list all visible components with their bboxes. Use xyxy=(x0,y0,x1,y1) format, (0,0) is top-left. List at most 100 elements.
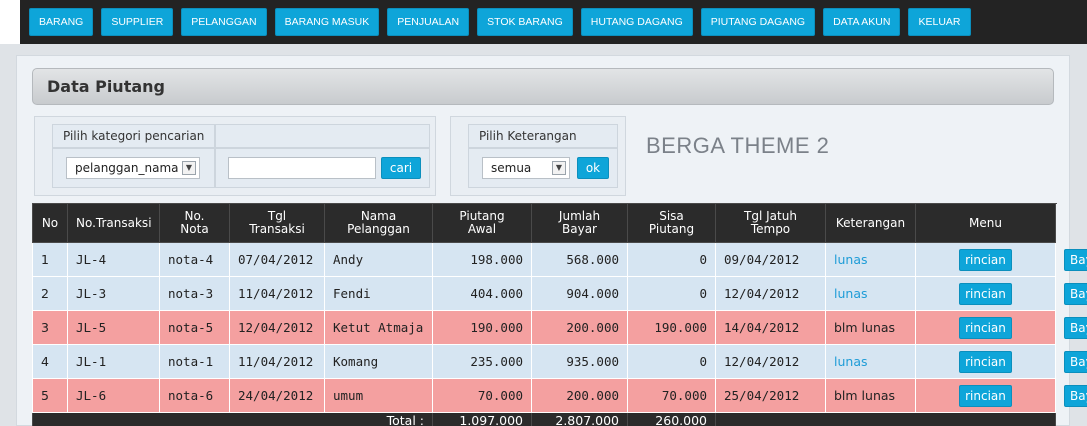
navbar-left-edge xyxy=(0,0,20,44)
table-row: 3 JL-5 nota-5 12/04/2012 Ketut Atmaja 190.000… xyxy=(32,310,1087,345)
chevron-down-icon: ▼ xyxy=(182,161,196,175)
cell-sisa-piutang: 0 xyxy=(627,276,716,311)
nav-pelanggan-button[interactable]: PELANGGAN xyxy=(181,8,267,36)
cell-no: 2 xyxy=(32,276,68,311)
nav-data-akun-button[interactable]: DATA AKUN xyxy=(823,8,901,36)
cell-sisa-piutang: 0 xyxy=(627,344,716,379)
cell-piutang-awal: 190.000 xyxy=(432,310,532,345)
piutang-table: No No.Transaksi No. Nota Tgl Transaksi Nama … xyxy=(32,203,1087,426)
category-label: Pilih kategori pencarian xyxy=(52,124,215,148)
cell-no: 4 xyxy=(32,344,68,379)
cell-jumlah-bayar: 935.000 xyxy=(531,344,628,379)
column-header: Keterangan xyxy=(825,203,916,243)
cell-nota: nota-6 xyxy=(159,378,230,413)
bayar-button[interactable]: Bayar xyxy=(1064,248,1087,271)
cell-transaksi: JL-4 xyxy=(67,242,160,277)
cell-keterangan: blm lunas xyxy=(825,378,916,413)
cell-nama: Fendi xyxy=(324,276,433,311)
cell-jatuh-tempo: 14/04/2012 xyxy=(715,310,826,345)
cell-nama: Ketut Atmaja xyxy=(324,310,433,345)
table-row: 1 JL-4 nota-4 07/04/2012 Andy 198.000 568.000 0… xyxy=(32,242,1087,277)
bayar-button[interactable]: Bayar xyxy=(1064,384,1087,407)
cell-tgl: 07/04/2012 xyxy=(229,242,325,277)
rincian-button[interactable]: rincian xyxy=(959,248,1012,271)
cell-sisa-piutang: 70.000 xyxy=(627,378,716,413)
cell-transaksi: JL-5 xyxy=(67,310,160,345)
keterangan-status: blm lunas xyxy=(834,388,896,403)
rincian-button[interactable]: rincian xyxy=(959,316,1012,339)
cell-keterangan: blm lunas xyxy=(825,310,916,345)
cell-piutang-awal: 404.000 xyxy=(432,276,532,311)
bayar-button[interactable]: Bayar xyxy=(1064,282,1087,305)
cell-sisa-piutang: 190.000 xyxy=(627,310,716,345)
bayar-button[interactable]: Bayar xyxy=(1064,316,1087,339)
cell-jumlah-bayar: 904.000 xyxy=(531,276,628,311)
cell-jatuh-tempo: 12/04/2012 xyxy=(715,276,826,311)
column-header: No. Nota xyxy=(159,203,230,243)
cell-jatuh-tempo: 09/04/2012 xyxy=(715,242,826,277)
page-title: Data Piutang xyxy=(47,77,165,96)
category-select[interactable]: pelanggan_nama ▼ xyxy=(66,157,200,179)
cell-no: 3 xyxy=(32,310,68,345)
column-header: Jumlah Bayar xyxy=(531,203,628,243)
nav-piutang-dagang-button[interactable]: PIUTANG DAGANG xyxy=(700,8,816,36)
search-button[interactable]: cari xyxy=(381,157,421,179)
cell-transaksi: JL-6 xyxy=(67,378,160,413)
nav-stok-barang-button[interactable]: STOK BARANG xyxy=(477,8,573,36)
rincian-button[interactable]: rincian xyxy=(959,350,1012,373)
nav-menu: BARANG SUPPLIER PELANGGAN BARANG MASUK PENJU… xyxy=(29,8,971,36)
column-header: Menu xyxy=(915,203,1056,243)
cell-tgl: 24/04/2012 xyxy=(229,378,325,413)
cell-transaksi: JL-1 xyxy=(67,344,160,379)
cell-nota: nota-3 xyxy=(159,276,230,311)
cell-piutang-awal: 235.000 xyxy=(432,344,532,379)
nav-barang-masuk-button[interactable]: BARANG MASUK xyxy=(274,8,380,36)
cell-tgl: 11/04/2012 xyxy=(229,276,325,311)
keterangan-status: lunas xyxy=(834,354,868,369)
nav-supplier-button[interactable]: SUPPLIER xyxy=(101,8,174,36)
column-header: Tgl Transaksi xyxy=(229,203,325,243)
column-header: No.Transaksi xyxy=(67,203,160,243)
content-panel: Data Piutang Pilih kategori pencarian pe… xyxy=(16,55,1087,426)
theme-label: BERGA THEME 2 xyxy=(646,133,830,158)
bayar-button[interactable]: Bayar xyxy=(1064,350,1087,373)
cell-rincian: rincian xyxy=(915,242,1056,277)
cell-rincian: rincian xyxy=(915,344,1056,379)
total-jumlah-bayar: 2.807.000 xyxy=(531,412,628,426)
category-select-value: pelanggan_nama xyxy=(75,161,179,175)
total-piutang-awal: 1.097.000 xyxy=(432,412,532,426)
total-sisa-piutang: 260.000 xyxy=(627,412,716,426)
cell-nama: umum xyxy=(324,378,433,413)
nav-hutang-dagang-button[interactable]: HUTANG DAGANG xyxy=(580,8,693,36)
cell-jumlah-bayar: 200.000 xyxy=(531,310,628,345)
rincian-button[interactable]: rincian xyxy=(959,282,1012,305)
cell-rincian: rincian xyxy=(915,378,1056,413)
cell-tgl: 12/04/2012 xyxy=(229,310,325,345)
cell-nota: nota-1 xyxy=(159,344,230,379)
cell-keterangan: lunas xyxy=(825,276,916,311)
nav-barang-button[interactable]: BARANG xyxy=(29,8,94,36)
nav-penjualan-button[interactable]: PENJUALAN xyxy=(387,8,470,36)
cell-jumlah-bayar: 568.000 xyxy=(531,242,628,277)
keterangan-select[interactable]: semua ▼ xyxy=(482,157,570,179)
cell-piutang-awal: 198.000 xyxy=(432,242,532,277)
cell-nama: Komang xyxy=(324,344,433,379)
cell-keterangan: lunas xyxy=(825,242,916,277)
total-empty xyxy=(715,412,1056,426)
cell-piutang-awal: 70.000 xyxy=(432,378,532,413)
search-input[interactable] xyxy=(228,157,376,179)
keterangan-status: lunas xyxy=(834,286,868,301)
table-body: 1 JL-4 nota-4 07/04/2012 Andy 198.000 568.000 0… xyxy=(32,242,1087,426)
rincian-button[interactable]: rincian xyxy=(959,384,1012,407)
cell-jumlah-bayar: 200.000 xyxy=(531,378,628,413)
section-header: Data Piutang xyxy=(32,68,1054,105)
ok-button[interactable]: ok xyxy=(577,157,609,179)
table-row: 5 JL-6 nota-6 24/04/2012 umum 70.000 200.000 70… xyxy=(32,378,1087,413)
column-header: No xyxy=(32,203,68,243)
keterangan-status: lunas xyxy=(834,252,868,267)
total-label: Total : xyxy=(32,412,433,426)
search-label-cell xyxy=(215,124,430,148)
column-header: Piutang Awal xyxy=(432,203,532,243)
cell-rincian: rincian xyxy=(915,276,1056,311)
nav-keluar-button[interactable]: KELUAR xyxy=(908,8,971,36)
